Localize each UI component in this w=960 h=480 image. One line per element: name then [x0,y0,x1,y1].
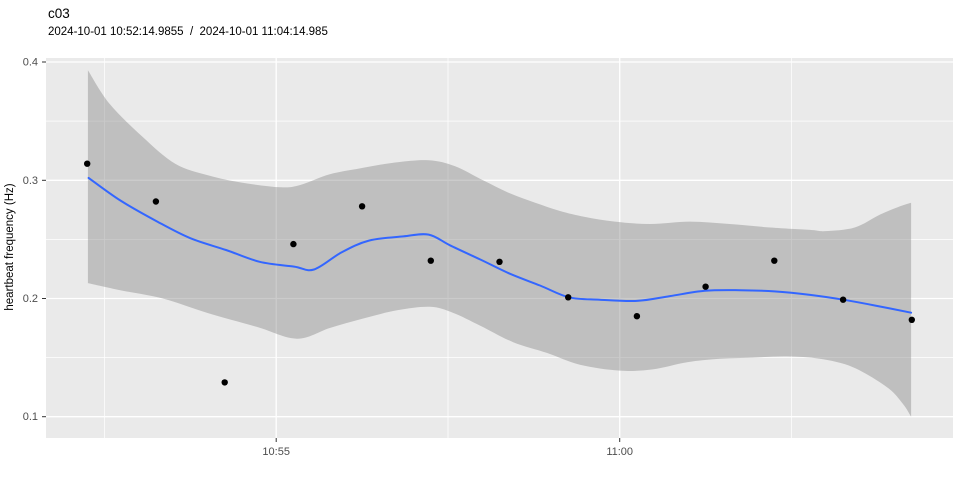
data-point [152,198,160,205]
plot-title: c03 [48,6,70,21]
y-tick-label: 0.2 [23,293,38,305]
data-point [771,257,778,264]
plot-subtitle: 2024-10-01 10:52:14.9855 / 2024-10-01 11… [48,26,328,38]
data-point [427,257,434,264]
data-point [565,294,572,301]
data-point [221,379,228,386]
data-point [358,203,366,210]
y-tick-label: 0.3 [23,175,38,187]
data-point [839,296,847,303]
y-tick-label: 0.1 [23,411,38,423]
y-tick-label: 0.4 [23,57,38,69]
data-point [908,316,915,323]
smooth-trend-line [87,176,913,314]
data-point [496,258,503,265]
data-point [290,240,297,248]
x-tick-label: 11:00 [606,446,633,458]
data-point [633,313,641,320]
data-point [84,160,91,167]
x-tick-label: 10:55 [262,446,290,458]
confidence-ribbon [87,70,912,417]
data-point [702,283,709,290]
